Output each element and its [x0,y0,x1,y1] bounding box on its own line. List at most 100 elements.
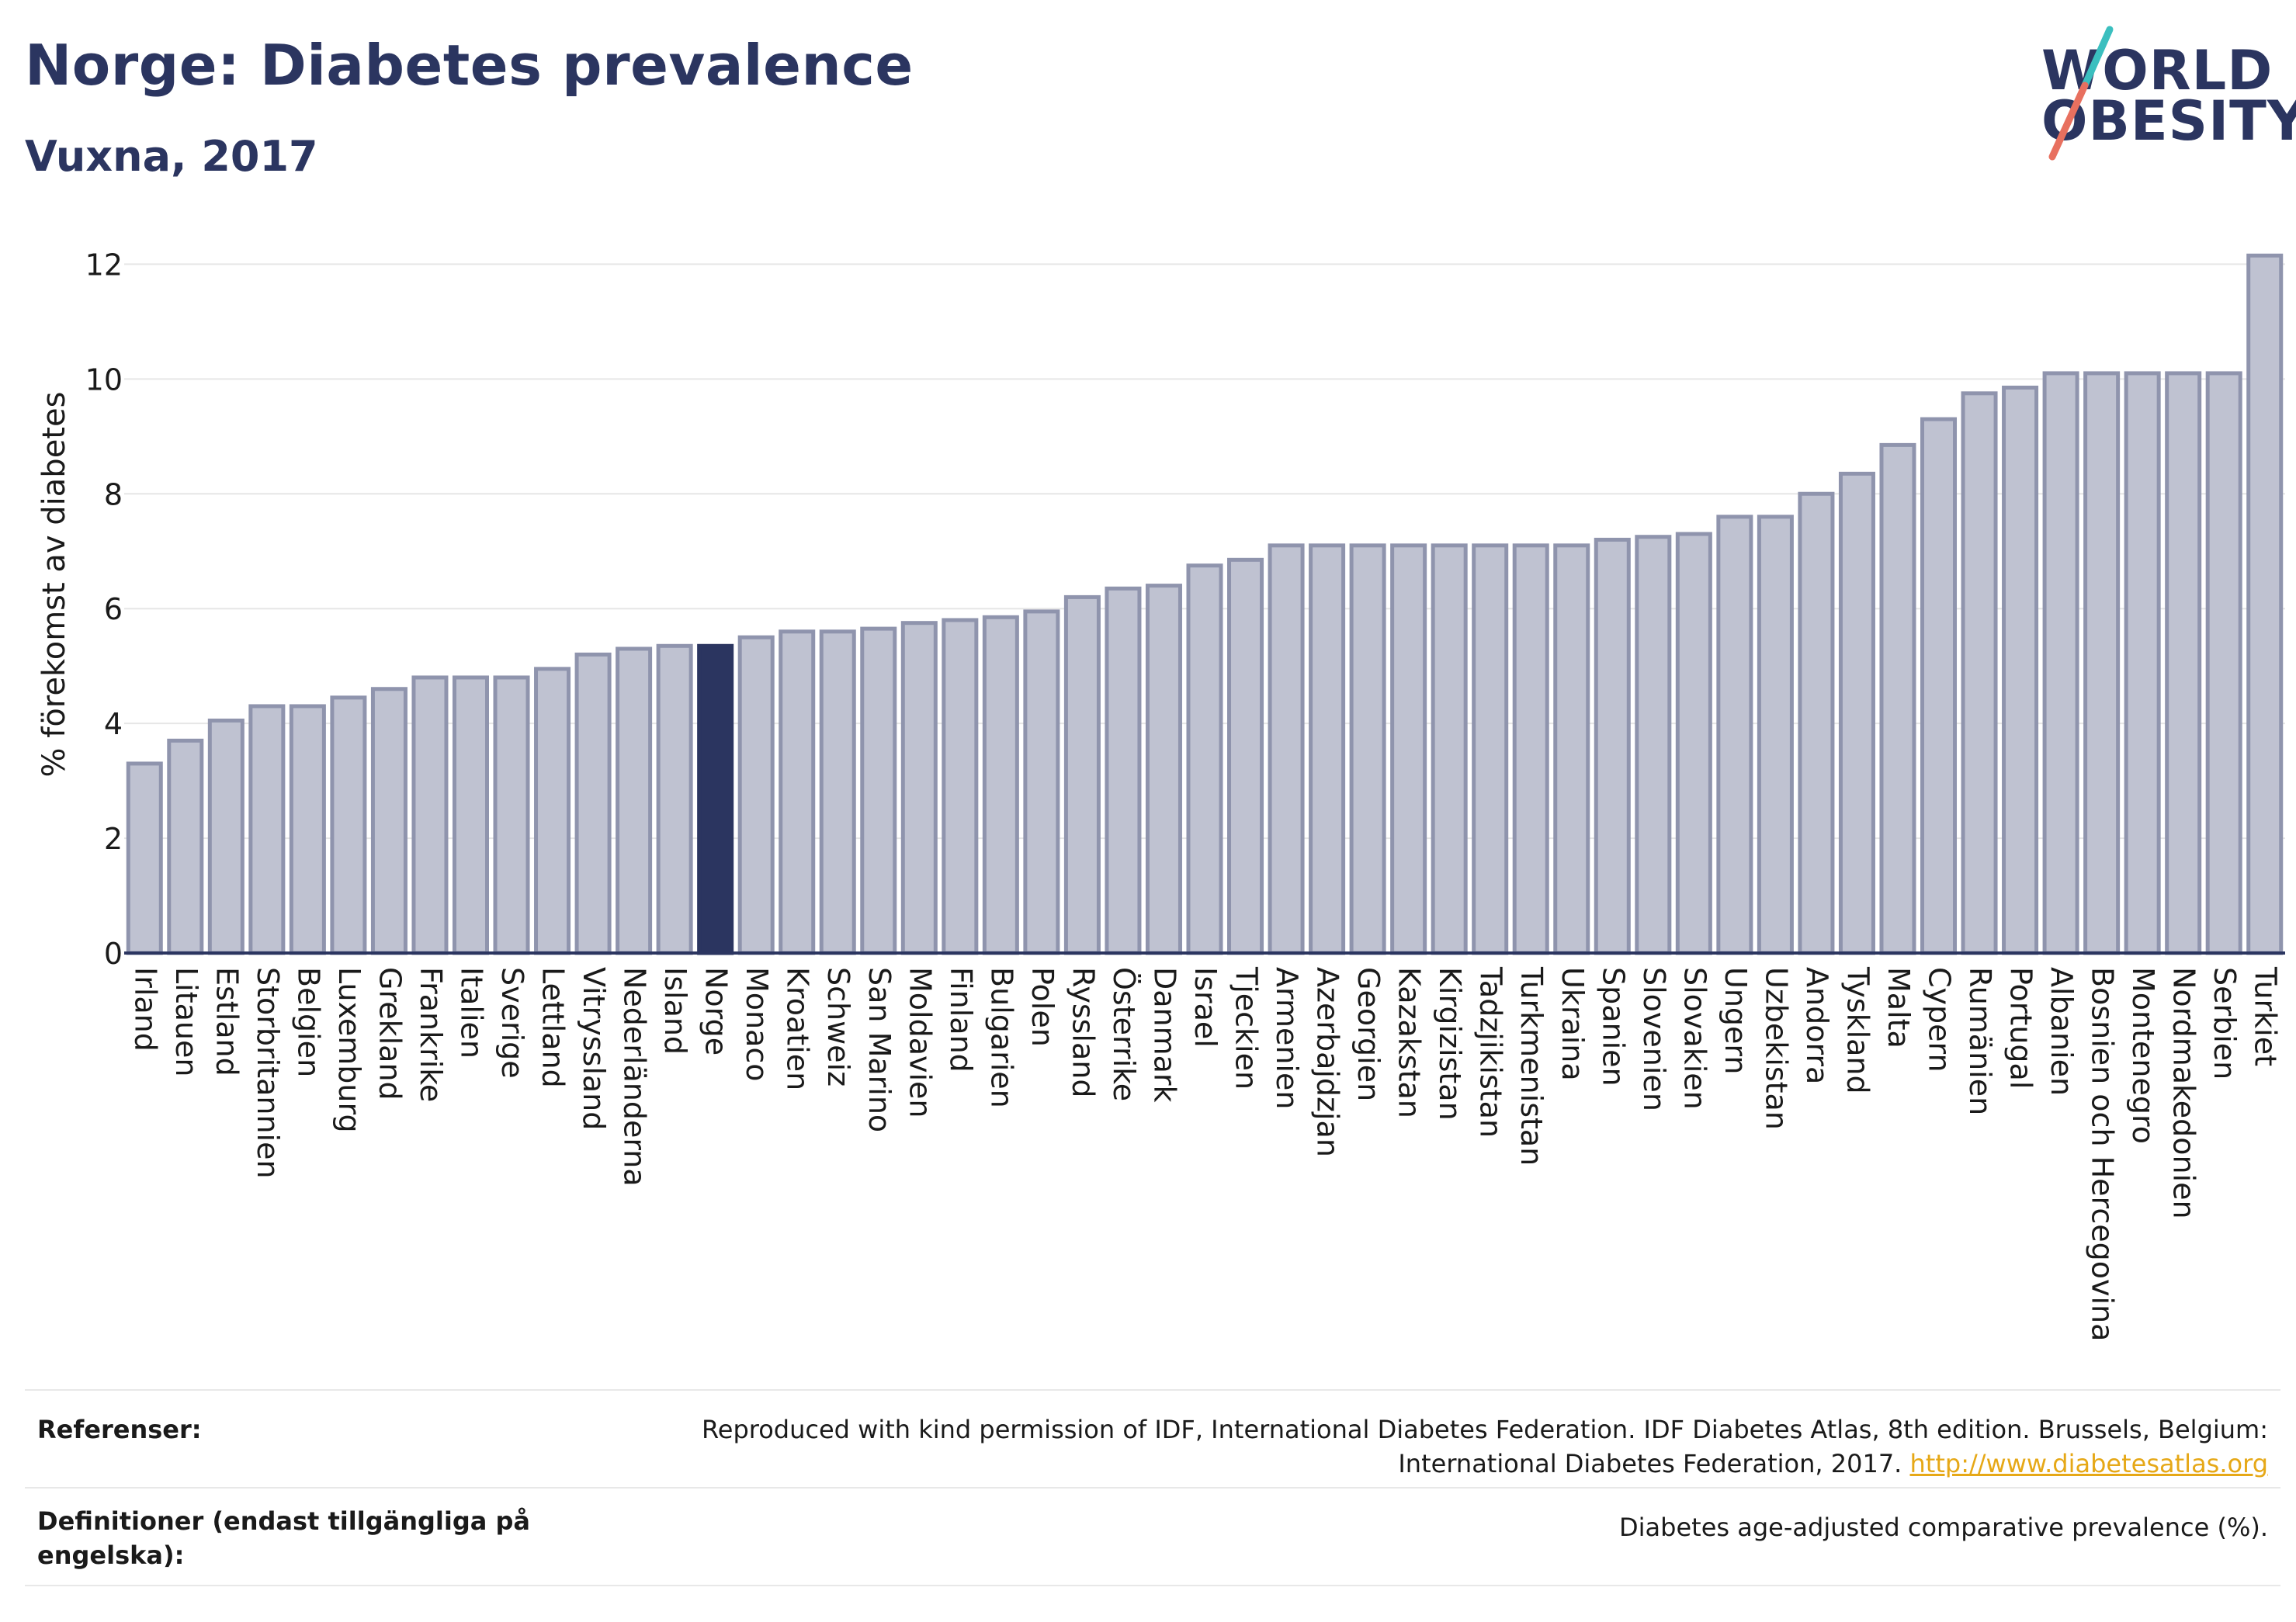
bar [2124,371,2161,955]
bar [1268,543,1305,955]
x-tick-label: Kroatien [781,967,815,1090]
x-tick-label: Albanien [2045,967,2079,1096]
x-tick-label: Azerbajdzjan [1311,967,1345,1157]
bar-highlight [697,643,734,955]
x-tick-label: Island [658,967,692,1055]
bar [2042,371,2079,955]
bar [574,652,612,955]
bar [1675,532,1712,955]
x-tick-label: Luxemburg [332,967,366,1133]
bar [942,618,979,955]
references-citation: Reproduced with kind permission of IDF, … [701,1415,2268,1478]
bar [1349,543,1386,955]
x-tick-label: Tjeckien [1230,966,1264,1090]
definitions-text: Diabetes age-adjusted comparative preval… [1619,1513,2268,1542]
bar [1716,515,1753,955]
bar [819,629,856,955]
diabetesatlas-link[interactable]: http://www.diabetesatlas.org [1909,1449,2268,1478]
x-tick-label: Österrike [1107,967,1141,1101]
x-tick-label: Ungern [1719,967,1753,1074]
bar [1105,586,1142,955]
x-tick-label: Georgien [1351,967,1386,1101]
bar [370,687,408,955]
x-tick-label: Belgien [291,967,325,1077]
bar [1961,391,1998,955]
bar-chart: 0 2 4 6 8 10 12 Irland Litauen Estland Storbritann… [85,248,2285,1341]
bar [2083,371,2121,955]
x-tick-label: Tadzjikistan [1474,966,1508,1138]
x-tick-label: Tyskland [1840,966,1875,1094]
bar [1920,417,1958,955]
x-tick-label: Slovenien [1637,967,1671,1111]
bar [248,704,286,955]
bar [1023,609,1060,955]
references-text: Reproduced with kind permission of IDF, … [638,1412,2268,1481]
x-tick-label: Grekland [373,967,407,1100]
x-tick-label: Irland [128,967,162,1052]
bar [1838,471,1875,955]
x-tick-label: Spanien [1596,967,1630,1087]
y-tick-label: 12 [85,248,123,282]
x-tick-label: Portugal [2004,967,2038,1089]
x-tick-label: Slovakien [1677,967,1712,1110]
bar [616,646,653,955]
x-tick-label: Nederländerna [618,967,652,1187]
y-tick-label: 4 [104,707,123,741]
bar [207,718,245,955]
bar [656,643,693,955]
x-tick-label: Sverige [495,967,529,1079]
bar [1431,543,1468,955]
bar [289,704,326,955]
x-tick-label: Kirgizistan [1433,967,1467,1121]
x-tick-label: Cypern [1923,967,1957,1073]
x-tick-label: Finland [944,967,978,1073]
x-tick-label: Bosnien och Hercegovina [2086,967,2120,1341]
bar [1553,543,1590,955]
bar [1594,537,1631,955]
y-tick-label: 0 [104,937,123,971]
x-tick-label: San Marino [862,967,897,1132]
y-tick-label: 6 [104,592,123,626]
definitions-label: Definitioner (endast tillgängliga på eng… [37,1506,530,1570]
x-tick-label: Monaco [740,967,774,1082]
bar [1879,442,1916,955]
bar [1063,594,1101,955]
bar [167,738,204,955]
x-tick-label: Andorra [1800,967,1834,1084]
x-tick-label: Lettland [536,967,571,1088]
x-tick-label: Litauen [169,967,203,1076]
definitions-row: Definitioner (endast tillgängliga på eng… [25,1487,2280,1586]
x-tick-label: Polen [1025,967,1060,1047]
bar [2246,253,2284,955]
x-tick-label: Norge [699,967,734,1055]
references-table: Referenser: Reproduced with kind permiss… [25,1389,2280,1586]
x-tick-label: Uzbekistan [1759,967,1793,1130]
world-obesity-logo[interactable]: WORLD OBESITY [2018,23,2296,171]
x-tick-label: Kazakstan [1393,967,1427,1118]
x-tick-label: Rumänien [1963,967,1997,1115]
x-tick-label: Danmark [1147,967,1181,1103]
bar [534,667,571,955]
bar [982,615,1019,955]
x-tick-label: Ukraina [1556,967,1590,1081]
bar [1186,563,1223,955]
x-tick-label: Turkiet [2249,966,2283,1066]
logo-slash-icon [2048,26,2114,161]
x-tick-label: Italien [454,967,488,1059]
x-tick-label: Estland [210,967,244,1076]
bar [493,675,530,955]
bar [411,675,449,955]
x-tick-label: Ryssland [1066,967,1100,1097]
bar [779,629,816,955]
bar [1309,543,1346,955]
x-tick-label: Armenien [1270,967,1304,1109]
bar [900,621,938,955]
page-title: Norge: Diabetes prevalence [25,33,914,98]
bar [2002,385,2039,955]
x-tick-label: Frankrike [414,967,448,1102]
x-tick-label: Nordmakedonien [2167,967,2201,1219]
x-tick-label: Storbritannien [251,967,285,1179]
y-tick-label: 8 [104,477,123,511]
references-row: Referenser: Reproduced with kind permiss… [25,1389,2280,1487]
bar [452,675,490,955]
